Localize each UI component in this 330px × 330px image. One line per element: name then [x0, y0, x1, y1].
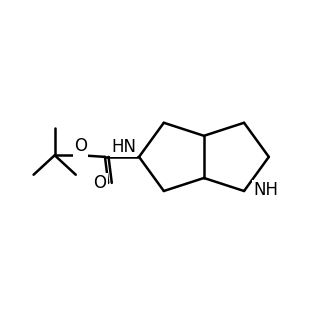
- Text: NH: NH: [253, 182, 278, 199]
- Text: O: O: [74, 137, 87, 155]
- Text: O: O: [94, 174, 107, 192]
- Text: HN: HN: [111, 138, 136, 155]
